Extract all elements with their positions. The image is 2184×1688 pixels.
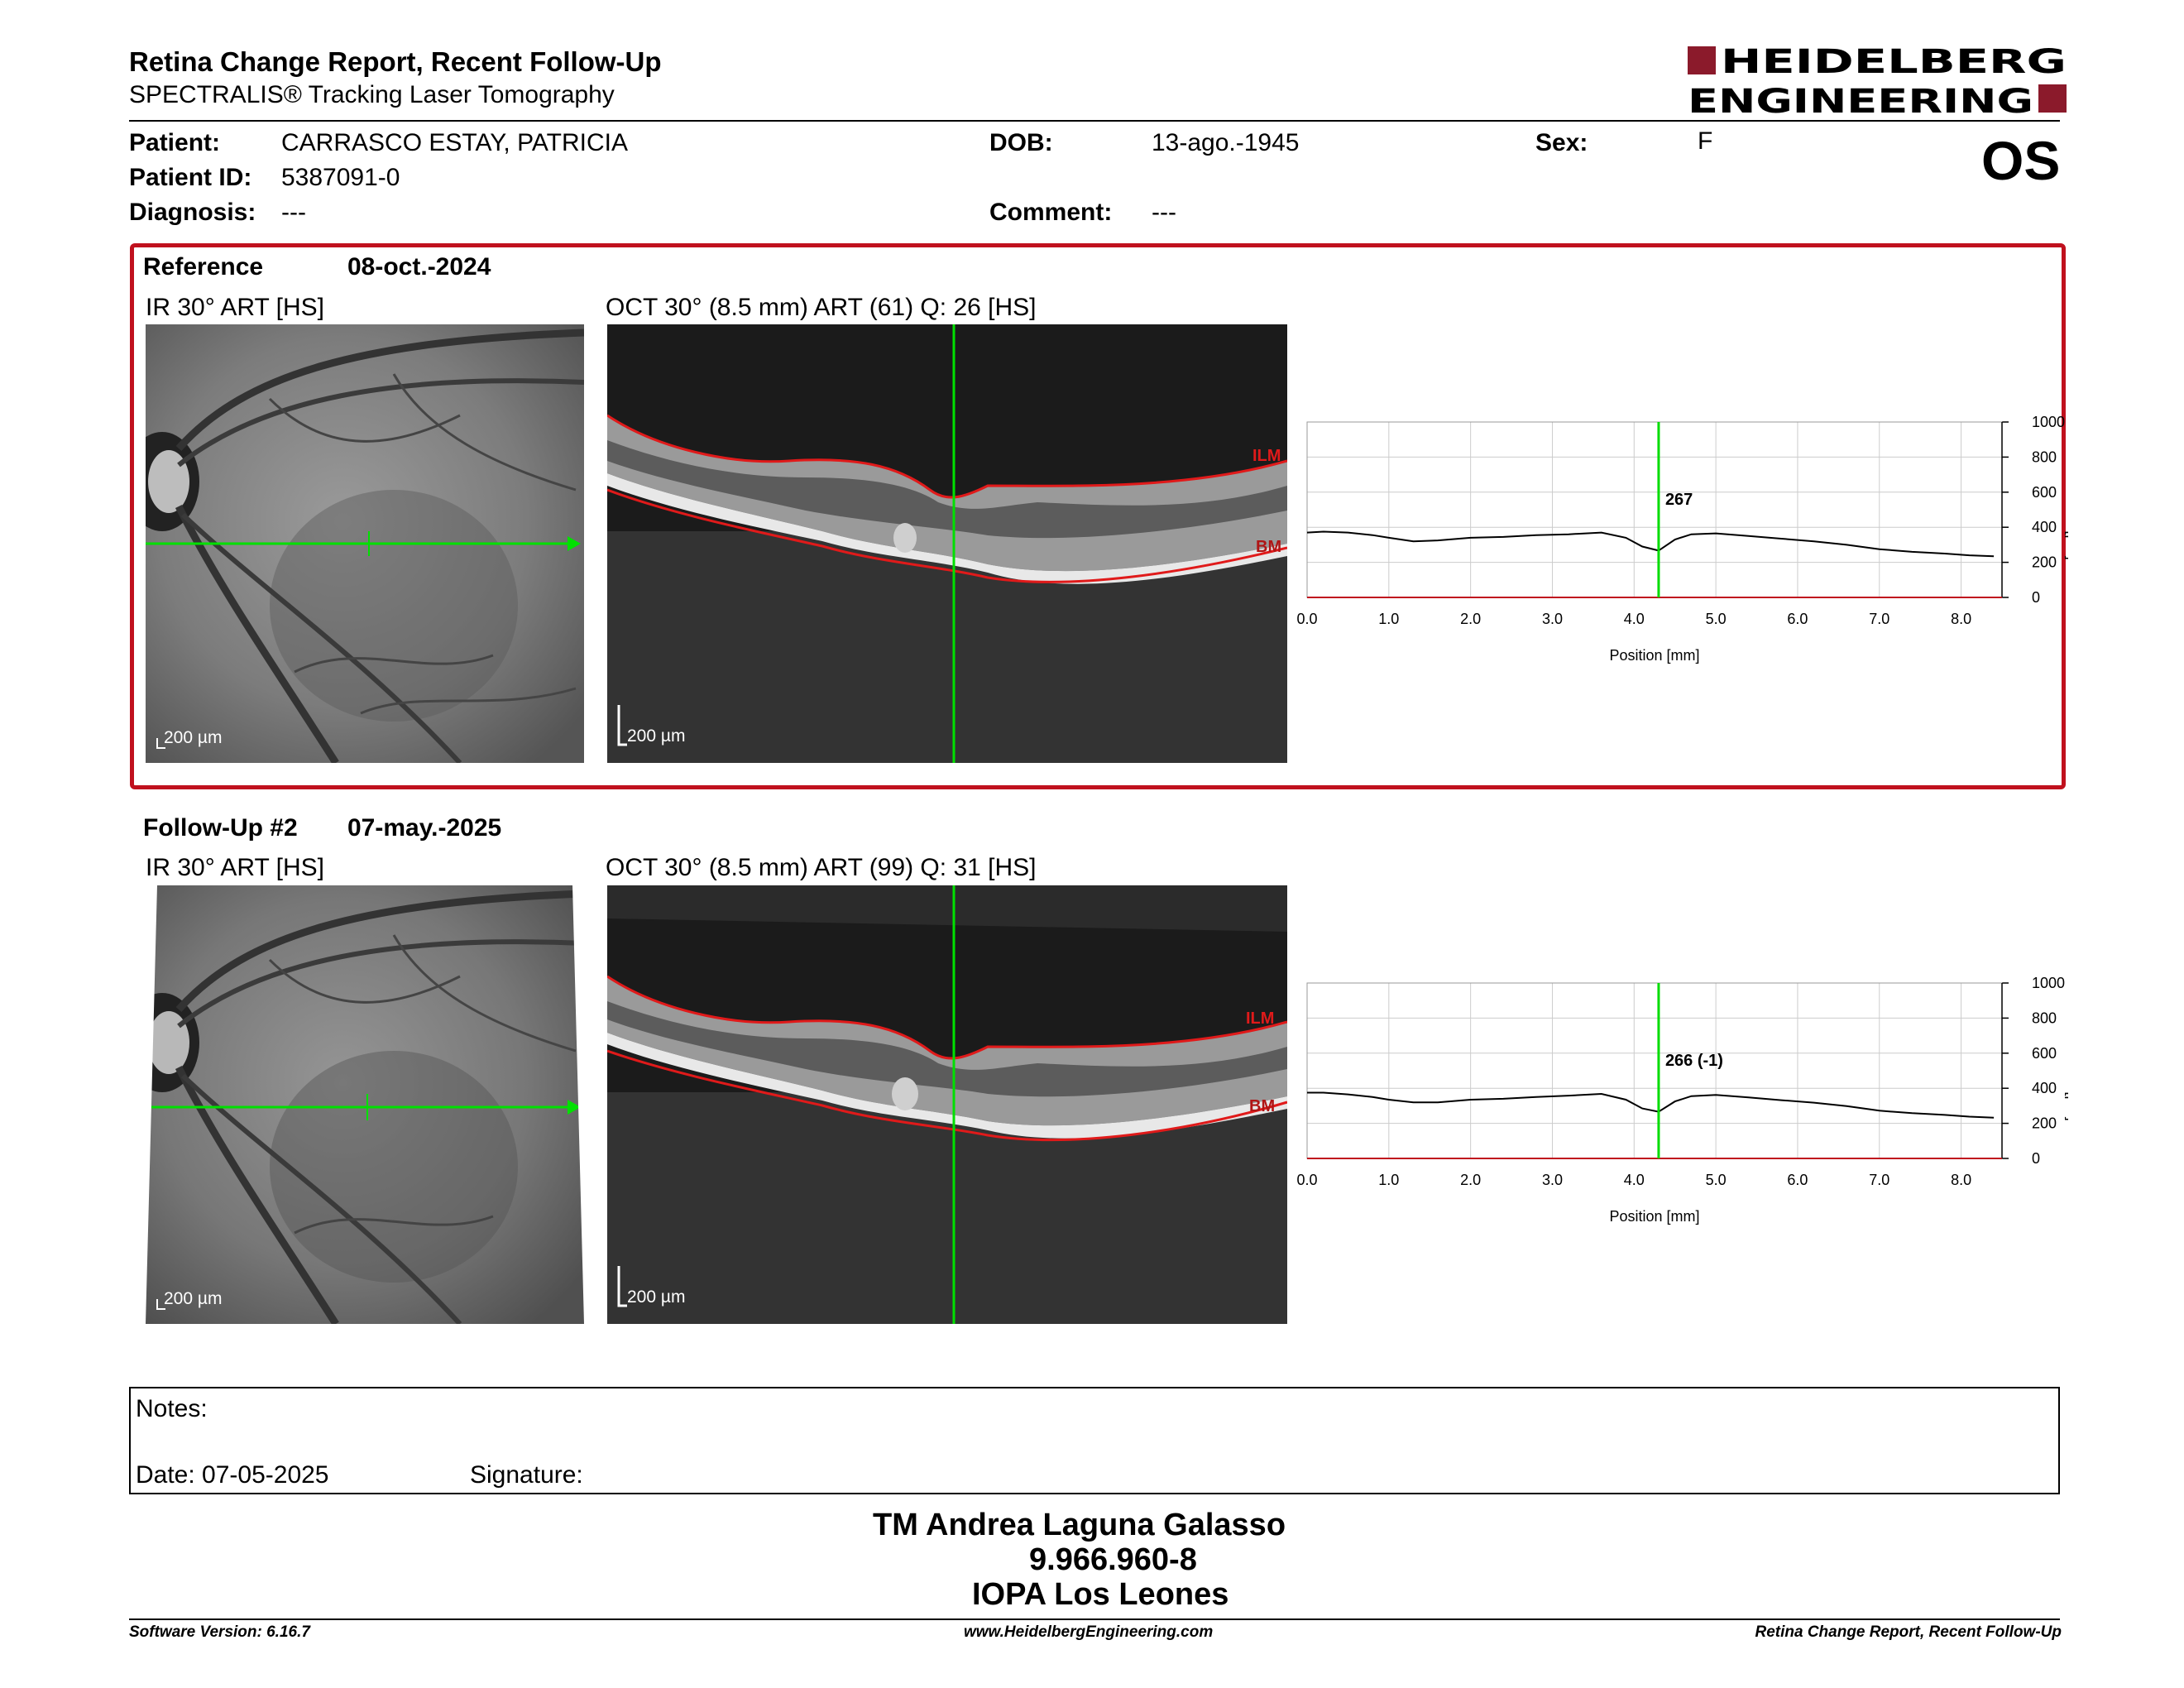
thickness-line [1307,1091,1995,1119]
x-tick-label: 5.0 [1706,1172,1727,1188]
footer-website[interactable]: www.HeidelbergEngineering.com [964,1623,1214,1641]
y-tick-label: 1000 [2032,414,2065,430]
diagnosis-label: Diagnosis: [129,199,256,226]
followup-thickness-chart: 0.0 1.0 2.0 3.0 4.0 5.0 6.0 7.0 8.0 0 200 400 600 800… [1296,975,2068,1225]
cursor-value-label: 266 (-1) [1665,1052,1723,1070]
cursor-value-label: 267 [1665,491,1693,509]
patient-name: CARRASCO ESTAY, PATRICIA [281,129,628,156]
sex-label: Sex: [1535,129,1588,156]
signer-id: 9.966.960-8 [1029,1542,1197,1577]
x-tick-label: 8.0 [1951,611,1971,627]
y-axis-label: Thickness [µm] [2065,1020,2068,1120]
x-tick-label: 8.0 [1951,1172,1971,1188]
comment-label: Comment: [989,199,1113,226]
plot-frame [1306,421,2003,598]
followup-bm-label: BM [1249,1097,1276,1115]
y-axis-label: Thickness [µm] [2065,459,2068,559]
heidelberg-logo: HEIDELBERG ENGINEERING [1688,43,2068,121]
notes-label: Notes: [136,1395,208,1422]
y-tick-label: 600 [2032,1045,2057,1062]
followup-date: 07-may.-2025 [347,814,502,842]
x-tick-label: 6.0 [1787,611,1808,627]
x-axis-label: Position [mm] [1609,1208,1699,1225]
plot-grid [1306,421,2002,598]
y-tick-label: 1000 [2032,975,2065,991]
footer-software: Software Version: 6.16.7 [129,1623,310,1641]
diagnosis-value: --- [281,199,306,226]
thickness-line [1306,530,1995,558]
logo-line2: ENGINEERING [1688,83,2033,117]
x-tick-label: 0.0 [1296,611,1317,627]
y-tick-label: 600 [2032,484,2057,501]
y-tick-label: 0 [2032,589,2040,606]
x-tick-label: 7.0 [1869,611,1889,627]
notes-box[interactable]: Notes: Date: 07-05-2025 Signature: [129,1387,2060,1494]
followup-oct-image: ILM BM 200 µm [607,885,1287,1324]
y-tick-label: 800 [2032,448,2057,465]
reference-frame [130,243,2066,789]
x-tick-label: 3.0 [1542,1172,1563,1188]
y-tick-label: 400 [2032,519,2057,535]
eye-indicator: OS [1981,130,2061,191]
signer-institution: IOPA Los Leones [972,1577,1229,1612]
report-subtitle: SPECTRALIS® Tracking Laser Tomography [129,81,615,108]
header-divider [129,120,2060,122]
sex-value: F [1698,127,1713,155]
reference-oct-title: OCT 30° (8.5 mm) ART (61) Q: 26 [HS] [606,294,1037,321]
notes-date: Date: 07-05-2025 [136,1461,329,1489]
report-title: Retina Change Report, Recent Follow-Up [129,46,662,77]
reference-ilm-label: ILM [1252,447,1281,465]
reference-bm-label: BM [1256,538,1282,556]
reference-ir-scale: 200 µm [164,728,223,747]
reference-ir-title: IR 30° ART [HS] [146,294,324,321]
x-tick-label: 1.0 [1378,611,1399,627]
followup-ir-image: 200 µm [146,885,584,1324]
x-tick-label: 7.0 [1869,1172,1889,1188]
signature-label: Signature: [470,1461,583,1489]
followup-ir-scale: 200 µm [164,1289,223,1308]
patient-id-value: 5387091-0 [281,164,400,191]
dob-value: 13-ago.-1945 [1152,129,1300,156]
reference-oct-image: ILM BM 200 µm [607,324,1287,763]
footer-report: Retina Change Report, Recent Follow-Up [1755,1623,2062,1641]
x-tick-label: 6.0 [1787,1172,1808,1188]
followup-oct-scale: 200 µm [627,1288,686,1307]
reference-thickness-chart: 0.0 1.0 2.0 3.0 4.0 5.0 6.0 7.0 8.0 0 200 400 600 800… [1296,414,2068,664]
followup-label: Follow-Up #2 [143,814,298,842]
logo-line1: HEIDELBERG [1721,45,2067,81]
x-tick-label: 1.0 [1378,1172,1399,1188]
footer-divider [129,1618,2060,1620]
comment-value: --- [1152,199,1176,226]
x-tick-label: 0.0 [1296,1172,1317,1188]
followup-oct-title: OCT 30° (8.5 mm) ART (99) Q: 31 [HS] [606,854,1037,881]
x-tick-label: 3.0 [1542,611,1563,627]
plot-grid [1306,982,2002,1159]
plot-frame [1306,982,2003,1159]
y-tick-label: 800 [2032,1009,2057,1026]
y-tick-label: 200 [2032,554,2057,571]
reference-ir-image: 200 µm [146,324,584,763]
followup-ilm-label: ILM [1246,1009,1275,1028]
x-tick-label: 4.0 [1624,611,1645,627]
signer-name: TM Andrea Laguna Galasso [873,1508,1286,1542]
x-tick-label: 2.0 [1460,1172,1481,1188]
x-axis-label: Position [mm] [1609,647,1699,664]
x-tick-label: 2.0 [1460,611,1481,627]
y-tick-label: 0 [2032,1150,2040,1167]
reference-date: 08-oct.-2024 [347,253,491,281]
y-tick-label: 400 [2032,1080,2057,1096]
reference-oct-scale: 200 µm [627,727,686,746]
x-tick-label: 5.0 [1706,611,1727,627]
patient-label: Patient: [129,129,221,156]
reference-label: Reference [143,253,264,281]
y-tick-label: 200 [2032,1115,2057,1132]
patient-id-label: Patient ID: [129,164,252,191]
x-tick-label: 4.0 [1624,1172,1645,1188]
followup-ir-title: IR 30° ART [HS] [146,854,324,881]
dob-label: DOB: [989,129,1053,156]
